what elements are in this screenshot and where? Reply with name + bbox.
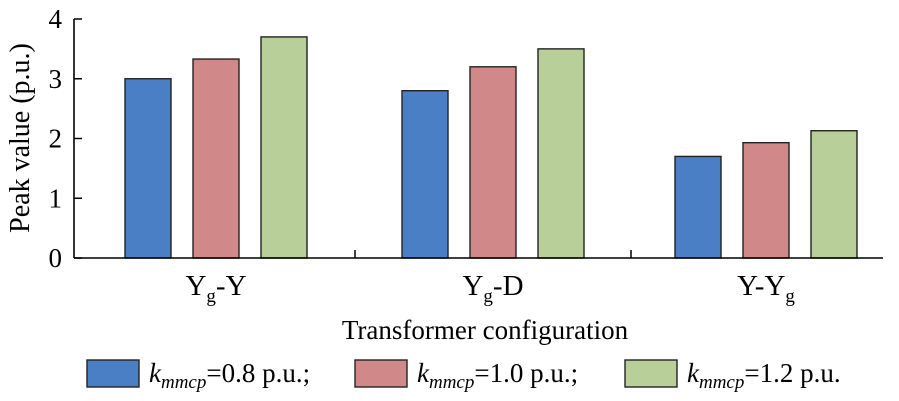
x-tick-label: Y-Yg [737,270,795,307]
x-tick-label: Yg-D [462,270,523,307]
y-tick-label: 4 [49,4,63,34]
legend-swatch-1 [86,359,140,388]
x-axis-label: Transformer configuration [342,315,629,345]
legend-label-2: kmmcp=1.0 p.u.; [417,358,578,393]
bar-series-2-cat-3 [742,141,790,259]
y-axis-label: Peak value (p.u.) [5,43,36,233]
bar-series-1-cat-1 [124,78,172,259]
legend-label-3: kmmcp=1.2 p.u. [687,358,841,393]
plot-area: 0 1 2 3 4 Yg-Y Yg-D Y-Yg [49,4,883,307]
x-tick-label: Yg-Y [185,270,246,307]
bar-series-1-cat-3 [674,155,722,259]
bar-series-1-cat-2 [401,89,449,259]
bar-series-2-cat-2 [469,66,517,259]
bar-series-3-cat-1 [260,36,308,259]
legend-swatch-3 [624,359,678,388]
legend-label-1: kmmcp=0.8 p.u.; [149,358,310,393]
legend-swatch-2 [354,359,408,388]
bar-series-3-cat-2 [537,48,585,259]
y-tick-label: 2 [49,124,63,154]
bar-series-3-cat-3 [810,130,858,259]
y-tick-label: 1 [49,183,63,213]
y-tick-label: 3 [49,64,63,94]
bar-series-2-cat-1 [192,58,240,259]
y-tick-label: 0 [49,243,63,273]
legend: kmmcp=0.8 p.u.; kmmcp=1.0 p.u.; kmmcp=1.2 … [86,358,841,393]
